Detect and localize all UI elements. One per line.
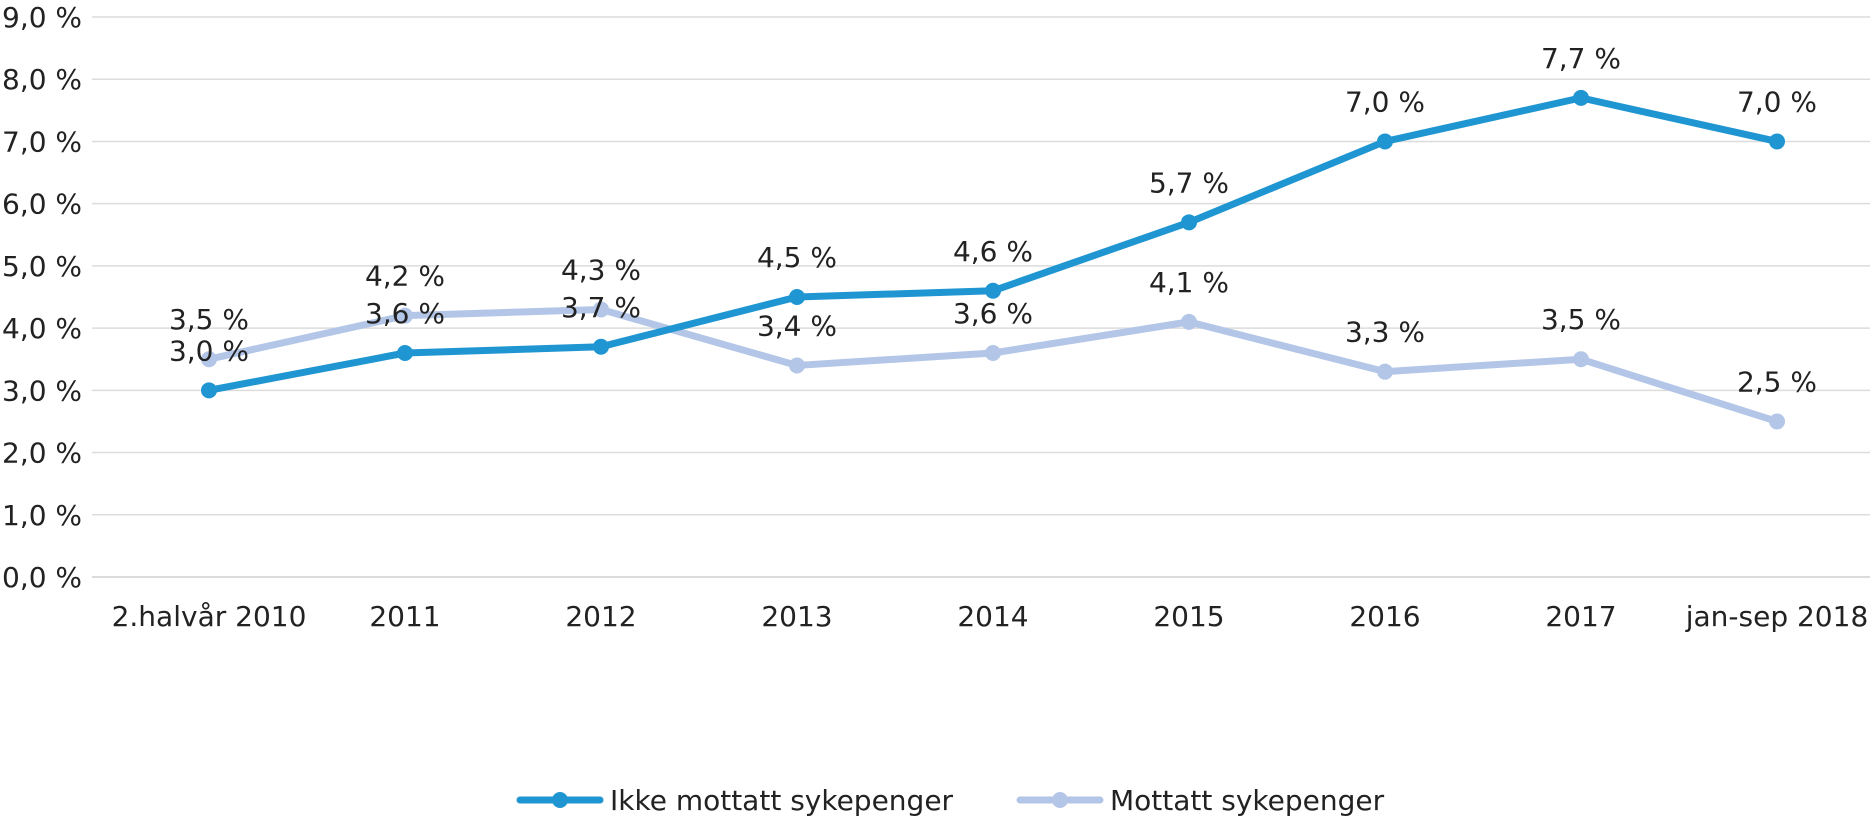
x-tick-label: 2015 <box>1153 600 1224 633</box>
y-axis-tick-labels: 0,0 % 1,0 % 2,0 % 3,0 % 4,0 % 5,0 % 6,0 % 7,0 %… <box>2 1 82 594</box>
data-point <box>1573 89 1589 106</box>
data-label: 3,7 % <box>561 291 641 324</box>
data-label: 4,2 % <box>365 260 445 293</box>
data-label: 3,5 % <box>1541 303 1621 336</box>
data-labels: 3,0 % 3,6 % 3,7 % 4,5 % 4,6 % 5,7 % 7,0 % 7,7 %… <box>169 42 1817 399</box>
data-point <box>1377 133 1393 150</box>
y-tick-label: 9,0 % <box>2 1 82 34</box>
y-tick-label: 6,0 % <box>2 188 82 221</box>
data-label: 3,6 % <box>365 297 445 330</box>
x-tick-label: 2011 <box>369 600 440 633</box>
data-point <box>397 345 413 361</box>
data-point <box>985 282 1001 299</box>
legend-marker <box>552 792 568 808</box>
data-point <box>1573 351 1589 368</box>
data-label: 5,7 % <box>1149 166 1229 199</box>
legend-label: Ikke mottatt sykepenger <box>610 784 954 817</box>
x-tick-label: 2017 <box>1545 600 1616 633</box>
data-label: 3,4 % <box>757 309 837 342</box>
x-tick-label: jan-sep 2018 <box>1685 600 1869 633</box>
data-label: 3,6 % <box>953 297 1033 330</box>
y-tick-label: 3,0 % <box>2 374 82 407</box>
y-tick-label: 7,0 % <box>2 125 82 158</box>
x-tick-label: 2013 <box>761 600 832 633</box>
data-label: 3,3 % <box>1345 316 1425 349</box>
legend: Ikke mottatt sykepenger Mottatt sykepenge… <box>516 784 1385 817</box>
data-point <box>201 382 217 399</box>
y-tick-label: 8,0 % <box>2 63 82 96</box>
x-tick-label: 2016 <box>1349 600 1420 633</box>
data-label: 4,3 % <box>561 253 641 286</box>
data-label: 4,1 % <box>1149 266 1229 299</box>
y-tick-label: 5,0 % <box>2 250 82 283</box>
data-point <box>789 289 805 305</box>
y-tick-label: 2,0 % <box>2 437 82 470</box>
data-label: 4,6 % <box>953 235 1033 268</box>
y-tick-label: 1,0 % <box>2 499 82 532</box>
x-tick-label: 2012 <box>565 600 636 633</box>
data-point <box>1181 313 1197 330</box>
data-point <box>1377 363 1393 380</box>
x-axis-tick-labels: 2.halvår 2010 2011 2012 2013 2014 2015 2016 201… <box>112 600 1869 633</box>
data-point <box>1769 133 1785 150</box>
legend-label: Mottatt sykepenger <box>1110 784 1385 817</box>
data-point <box>1181 214 1197 231</box>
data-point <box>593 301 609 318</box>
y-tick-label: 0,0 % <box>2 561 82 594</box>
data-label: 7,0 % <box>1737 85 1817 118</box>
data-label: 2,5 % <box>1737 365 1817 398</box>
data-label: 7,0 % <box>1345 85 1425 118</box>
y-tick-label: 4,0 % <box>2 312 82 345</box>
data-label: 3,5 % <box>169 303 249 336</box>
legend-marker <box>1052 792 1068 808</box>
data-point <box>789 357 805 374</box>
data-point <box>593 338 609 355</box>
series-markers <box>201 89 1785 430</box>
data-point <box>985 345 1001 361</box>
data-label: 3,0 % <box>169 334 249 367</box>
data-label: 7,7 % <box>1541 42 1621 75</box>
gridlines <box>92 16 1870 578</box>
data-point <box>201 351 217 368</box>
x-tick-label: 2.halvår 2010 <box>112 600 307 633</box>
data-point <box>1769 413 1785 430</box>
data-label: 4,5 % <box>757 241 837 274</box>
x-tick-label: 2014 <box>957 600 1028 633</box>
data-point <box>397 307 413 324</box>
